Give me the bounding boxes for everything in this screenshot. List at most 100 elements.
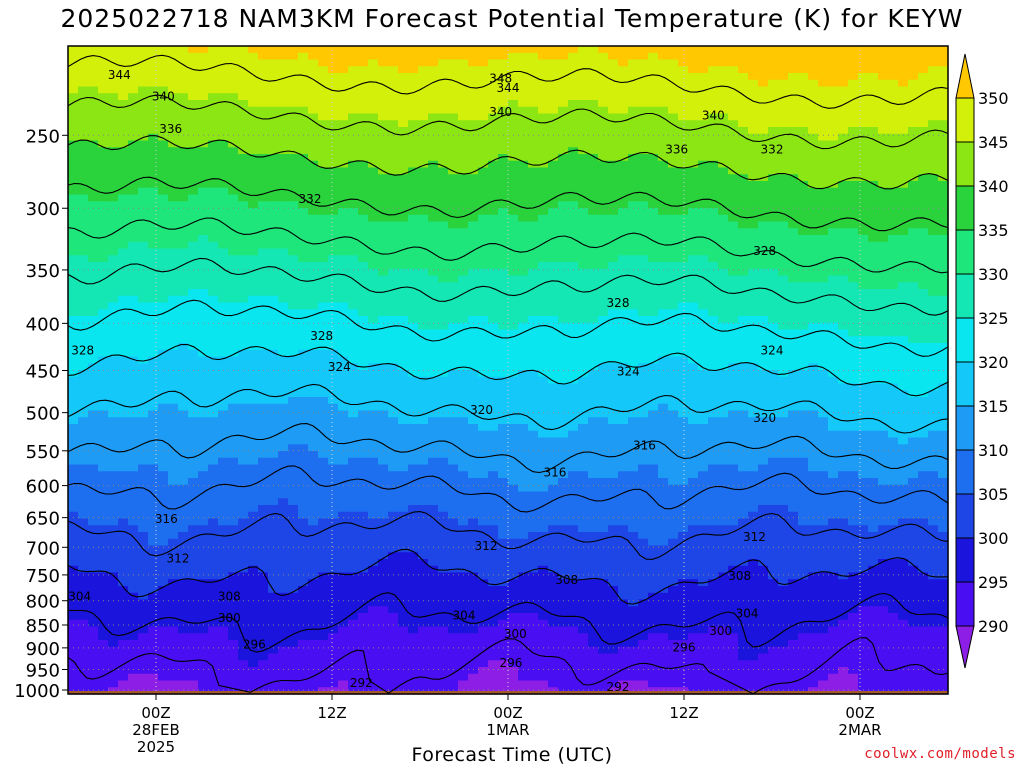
shading-cell: [508, 181, 519, 189]
shading-cell: [268, 667, 279, 675]
shading-cell: [168, 336, 179, 344]
shading-cell: [518, 545, 529, 553]
shading-cell: [508, 127, 519, 135]
shading-cell: [528, 329, 539, 337]
shading-cell: [498, 262, 509, 270]
shading-cell: [498, 552, 509, 560]
shading-cell: [178, 46, 189, 54]
shading-cell: [148, 66, 159, 74]
shading-cell: [78, 646, 89, 655]
shading-cell: [408, 437, 419, 445]
shading-cell: [548, 667, 559, 675]
shading-cell: [468, 329, 479, 337]
shading-cell: [258, 174, 269, 182]
shading-cell: [148, 241, 159, 250]
shading-cell: [188, 410, 199, 418]
shading-cell: [388, 194, 399, 202]
shading-cell: [518, 86, 529, 94]
shading-cell: [448, 572, 459, 580]
shading-cell: [488, 167, 499, 175]
shading-cell: [318, 262, 329, 270]
shading-cell: [198, 52, 209, 61]
shading-cell: [158, 73, 169, 81]
shading-cell: [518, 572, 529, 580]
shading-cell: [258, 140, 269, 148]
shading-cell: [228, 262, 239, 270]
shading-cell: [488, 120, 499, 128]
shading-cell: [128, 370, 139, 378]
shading-cell: [248, 430, 259, 439]
shading-cell: [198, 559, 209, 567]
shading-cell: [88, 181, 99, 189]
shading-cell: [118, 633, 129, 641]
shading-cell: [408, 147, 419, 155]
shading-cell: [178, 106, 189, 115]
shading-cell: [218, 133, 229, 142]
shading-cell: [158, 579, 169, 587]
shading-cell: [448, 626, 459, 634]
shading-cell: [268, 403, 279, 412]
shading-cell: [428, 532, 439, 540]
shading-cell: [328, 66, 339, 74]
shading-cell: [548, 147, 559, 155]
shading-cell: [278, 46, 289, 54]
shading-cell: [108, 491, 119, 499]
shading-cell: [188, 687, 199, 695]
shading-cell: [248, 498, 259, 506]
shading-cell: [348, 626, 359, 634]
shading-cell: [268, 356, 279, 364]
shading-cell: [138, 106, 149, 115]
shading-cell: [468, 343, 479, 351]
shading-cell: [338, 262, 349, 270]
shading-cell: [138, 52, 149, 61]
shading-cell: [208, 343, 219, 351]
shading-cell: [238, 59, 249, 67]
shading-cell: [278, 572, 289, 580]
shading-cell: [78, 667, 89, 675]
shading-cell: [478, 235, 489, 243]
shading-cell: [458, 370, 469, 378]
shading-cell: [208, 167, 219, 175]
shading-cell: [508, 633, 519, 641]
shading-cell: [138, 680, 149, 688]
shading-cell: [218, 370, 229, 378]
shading-cell: [458, 160, 469, 169]
shading-cell: [178, 214, 189, 223]
shading-cell: [88, 52, 99, 61]
shading-cell: [308, 619, 319, 628]
shading-cell: [248, 133, 259, 142]
shading-cell: [368, 397, 379, 405]
shading-cell: [488, 52, 499, 61]
shading-cell: [158, 336, 169, 344]
shading-cell: [458, 113, 469, 121]
shading-cell: [408, 538, 419, 547]
shading-cell: [358, 275, 369, 283]
shading-cell: [458, 592, 469, 601]
shading-cell: [138, 667, 149, 675]
shading-cell: [88, 255, 99, 263]
shading-cell: [88, 79, 99, 88]
shading-cell: [98, 673, 109, 682]
shading-cell: [518, 410, 529, 418]
shading-cell: [578, 133, 589, 142]
shading-cell: [258, 208, 269, 216]
shading-cell: [298, 302, 309, 310]
shading-cell: [568, 451, 579, 459]
shading-cell: [498, 86, 509, 94]
shading-cell: [138, 187, 149, 196]
shading-cell: [288, 181, 299, 189]
shading-cell: [188, 106, 199, 115]
shading-cell: [548, 66, 559, 74]
shading-cell: [458, 289, 469, 297]
shading-cell: [318, 100, 329, 108]
shading-cell: [208, 356, 219, 364]
shading-cell: [548, 451, 559, 459]
shading-cell: [378, 46, 389, 54]
shading-cell: [78, 498, 89, 506]
shading-cell: [308, 336, 319, 344]
shading-cell: [228, 194, 239, 202]
shading-cell: [418, 586, 429, 594]
shading-cell: [498, 444, 509, 452]
shading-cell: [98, 322, 109, 331]
shading-cell: [308, 478, 319, 486]
